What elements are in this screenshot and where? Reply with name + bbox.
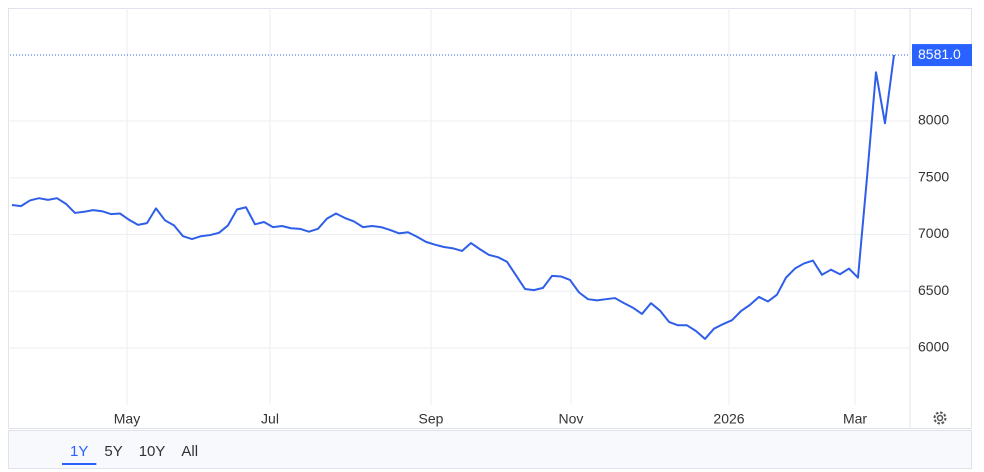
price-line (11, 54, 895, 340)
range-button[interactable]: All (181, 443, 198, 460)
last-value-box (912, 44, 972, 67)
x-tick-label: Jul (261, 411, 279, 427)
x-tick-label: 2026 (713, 411, 744, 427)
range-button[interactable]: 5Y (104, 443, 122, 460)
last-value-label: 8581.0 (918, 46, 961, 62)
chart-frame (8, 8, 972, 429)
y-tick-label: 7000 (918, 225, 949, 241)
range-button[interactable]: 10Y (139, 443, 166, 460)
settings-icon[interactable] (933, 411, 947, 425)
range-selected-underline (62, 463, 97, 465)
y-tick-label: 6000 (918, 339, 949, 355)
toolbar (8, 430, 972, 469)
x-tick-label: Mar (843, 411, 867, 427)
range-button[interactable]: 1Y (70, 443, 88, 460)
y-tick-label: 8000 (918, 112, 949, 128)
x-tick-label: Nov (559, 411, 584, 427)
y-tick-label: 7500 (918, 168, 949, 184)
x-tick-label: May (114, 411, 140, 427)
x-tick-label: Sep (419, 411, 444, 427)
y-tick-label: 6500 (918, 282, 949, 298)
